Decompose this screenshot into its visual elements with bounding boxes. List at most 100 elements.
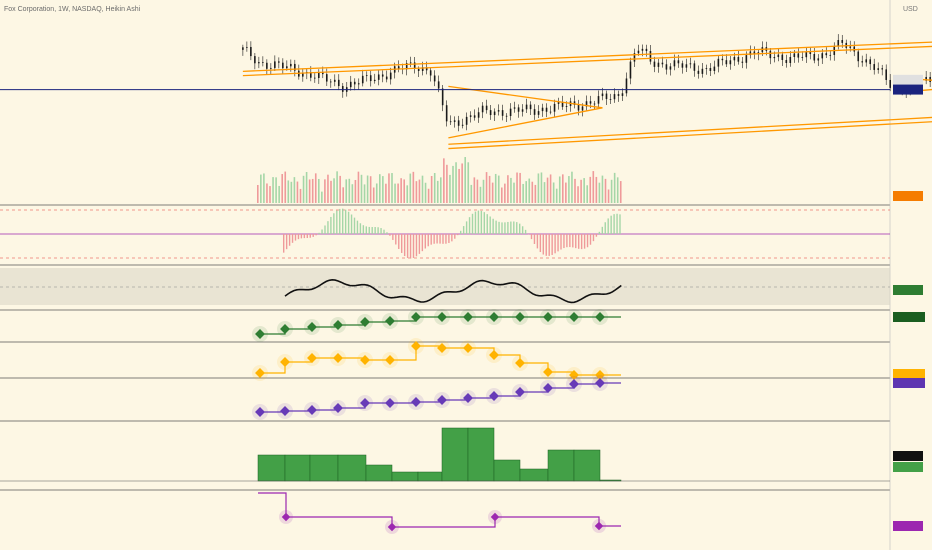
candle-body	[493, 111, 496, 116]
histogram-bar	[389, 234, 391, 236]
point-marker	[385, 316, 395, 326]
candle-body	[513, 107, 516, 109]
candle-body	[361, 75, 364, 84]
candle-body	[705, 68, 708, 69]
volume-bar	[275, 177, 277, 203]
candle-body	[246, 46, 248, 48]
histogram-bar	[448, 234, 450, 243]
candle-body	[793, 53, 796, 57]
candle-body	[733, 56, 736, 61]
volume-bar	[504, 183, 506, 203]
volume-bar	[458, 168, 460, 203]
point-marker	[360, 355, 370, 365]
volume-bar	[324, 179, 326, 203]
point-marker	[280, 357, 290, 367]
point-marker	[463, 343, 473, 353]
volume-bar	[443, 158, 445, 203]
candle-body	[274, 61, 276, 68]
pe-bar	[417, 471, 443, 482]
candle-body	[829, 54, 832, 56]
volume-bar	[397, 183, 399, 203]
volume-bar	[562, 174, 564, 203]
trendline	[242, 41, 932, 72]
histogram-bar	[336, 210, 338, 234]
candle-body	[601, 93, 604, 97]
volume-bar	[388, 173, 390, 203]
volume-bar	[351, 184, 354, 203]
histogram-bar	[356, 220, 359, 234]
pe-bars	[257, 427, 622, 482]
candle-body	[849, 46, 852, 48]
volume-bar	[598, 182, 601, 203]
trendline	[448, 116, 932, 145]
volume-bar	[516, 172, 518, 203]
volume-bar	[552, 182, 555, 203]
volume-bar	[601, 175, 604, 203]
volume-bar	[379, 174, 381, 203]
pe-badge-2	[893, 462, 923, 472]
candle-body	[341, 86, 344, 92]
candle-body	[353, 81, 356, 85]
histogram-bar	[430, 234, 432, 245]
candle-body	[773, 57, 776, 59]
volume-bar	[430, 175, 433, 203]
point-marker	[595, 378, 605, 388]
histogram-bar	[462, 226, 465, 234]
candle-body	[769, 50, 772, 59]
candle-body	[653, 61, 656, 67]
histogram-bar	[347, 211, 350, 234]
candle-body	[645, 48, 648, 52]
volume-bar	[473, 177, 476, 203]
candle-body	[693, 63, 696, 71]
candle-body	[349, 81, 352, 88]
histogram-bar	[344, 209, 347, 234]
candle-body	[841, 40, 844, 43]
volume-bar	[616, 177, 619, 203]
point-marker	[543, 383, 553, 393]
candle-body	[310, 72, 312, 78]
volume-bar	[455, 162, 457, 203]
point-marker	[569, 370, 579, 380]
histogram-bar	[616, 213, 618, 234]
candle-body	[565, 105, 568, 107]
histogram-bar	[339, 208, 341, 234]
volume-bar	[583, 178, 585, 203]
histogram-bar	[451, 234, 453, 242]
point-marker	[463, 393, 473, 403]
histogram-bar	[575, 234, 577, 249]
rsi-badge	[893, 285, 923, 295]
candle-body	[617, 94, 620, 96]
volume-bar	[308, 179, 311, 203]
candle-body	[585, 101, 588, 107]
volume-badge	[893, 191, 923, 201]
histogram-bar	[365, 226, 367, 234]
point-marker	[307, 322, 317, 332]
candle-body	[573, 101, 576, 105]
candle-body	[465, 116, 468, 125]
candle-body	[473, 115, 476, 118]
histogram-bar	[427, 234, 429, 247]
histogram-bar	[563, 234, 565, 249]
point-marker	[569, 312, 579, 322]
eps-series	[252, 309, 621, 342]
volume-bar	[470, 184, 473, 203]
histogram-bar	[291, 234, 294, 243]
volume-bar	[574, 178, 576, 203]
pe-bar	[573, 449, 601, 482]
histogram-bar	[392, 234, 394, 240]
volume-bar	[369, 176, 372, 203]
volume-bar	[452, 165, 454, 203]
histogram-bar	[607, 218, 609, 234]
volume-bar	[363, 184, 366, 203]
histogram-bar	[595, 234, 598, 237]
candle-body	[413, 62, 416, 69]
histogram-bar	[521, 226, 524, 234]
volume-bar	[540, 172, 543, 203]
volume-bar	[461, 163, 463, 203]
histogram-bar	[309, 234, 311, 238]
candle-body	[242, 47, 244, 50]
candle-body	[853, 46, 856, 52]
volume-bar	[543, 182, 546, 203]
candle-body	[429, 70, 432, 76]
